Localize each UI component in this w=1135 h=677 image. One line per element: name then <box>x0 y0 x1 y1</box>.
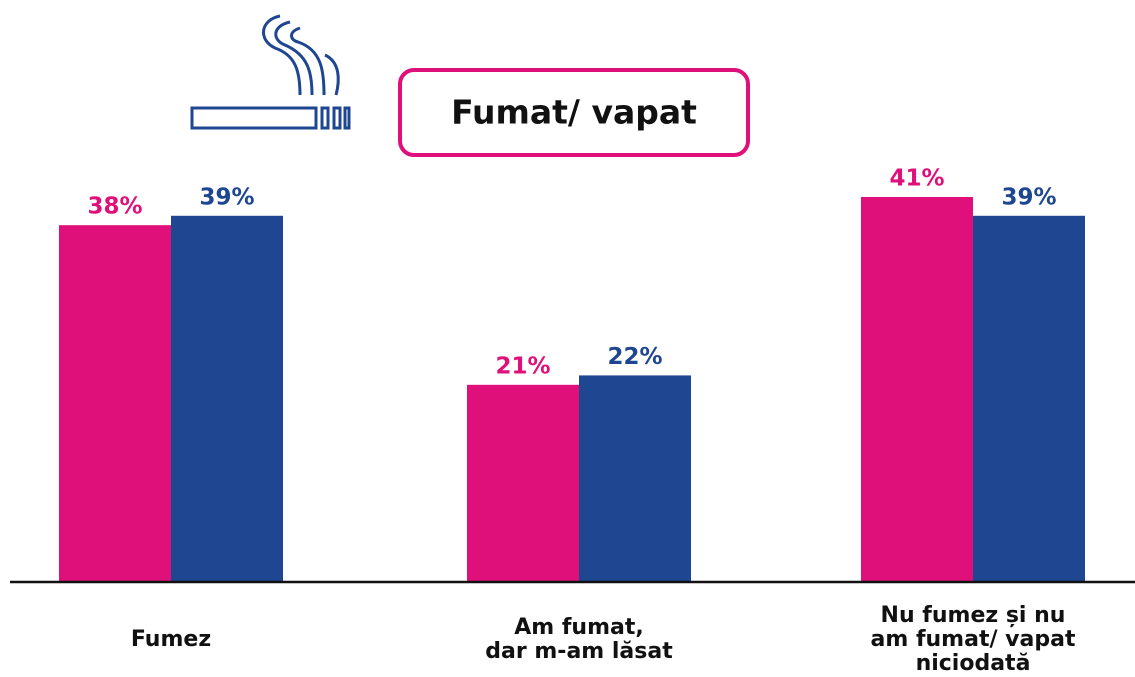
cigarette-icon <box>190 14 351 130</box>
bar <box>861 197 973 582</box>
bar <box>973 215 1085 582</box>
value-label: 39% <box>1001 184 1056 210</box>
x-tick-label: am fumat/ vapat <box>871 627 1076 652</box>
x-tick-label: dar m-am lăsat <box>485 639 673 664</box>
bar <box>59 225 171 583</box>
value-label: 39% <box>199 184 254 210</box>
bar <box>171 215 283 582</box>
x-tick-label: Fumez <box>131 627 211 652</box>
x-tick-label: niciodată <box>916 651 1031 676</box>
x-tick-label: Nu fumez și nu <box>881 603 1066 628</box>
bar <box>579 375 691 582</box>
title-box <box>398 68 750 157</box>
value-label: 21% <box>495 353 550 379</box>
bar <box>467 384 579 582</box>
value-label: 38% <box>87 194 142 220</box>
value-label: 22% <box>607 344 662 370</box>
chart-title: Fumat/ vapat <box>451 93 697 132</box>
x-tick-label: Am fumat, <box>514 615 644 640</box>
value-label: 41% <box>889 166 944 192</box>
